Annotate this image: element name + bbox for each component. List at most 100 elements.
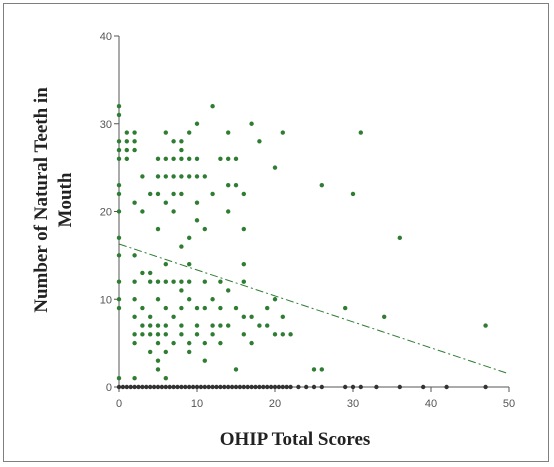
- data-point: [116, 235, 122, 241]
- data-point: [190, 384, 196, 390]
- data-point: [171, 314, 176, 319]
- data-point: [171, 384, 176, 390]
- data-point: [179, 191, 184, 197]
- data-point: [249, 121, 254, 126]
- data-point: [116, 139, 122, 144]
- data-point: [163, 261, 168, 267]
- data-point: [155, 358, 161, 363]
- data-point: [233, 384, 239, 390]
- data-point: [261, 384, 266, 390]
- data-point: [132, 314, 137, 319]
- data-point: [276, 384, 282, 390]
- data-point: [124, 156, 129, 162]
- data-point: [226, 209, 231, 214]
- data-point: [179, 147, 184, 153]
- data-point: [116, 209, 122, 214]
- data-point: [319, 367, 324, 372]
- data-point: [171, 191, 176, 197]
- data-point: [237, 384, 243, 390]
- data-point: [140, 305, 145, 311]
- data-point: [210, 384, 215, 390]
- data-point: [132, 200, 137, 205]
- data-point: [155, 174, 161, 179]
- data-point: [148, 279, 153, 284]
- data-point: [179, 279, 184, 284]
- data-point: [140, 384, 145, 390]
- data-point: [163, 200, 168, 205]
- data-point: [226, 130, 231, 135]
- data-point: [163, 384, 168, 390]
- data-point: [202, 384, 207, 390]
- data-point: [214, 384, 219, 390]
- data-point: [167, 384, 172, 390]
- data-point: [179, 332, 184, 337]
- data-point: [116, 279, 122, 284]
- data-point: [229, 384, 235, 390]
- data-point: [187, 174, 192, 179]
- data-point: [202, 358, 207, 363]
- y-tick-label: 30: [100, 119, 112, 131]
- data-point: [288, 332, 293, 337]
- data-point: [421, 384, 426, 390]
- data-point: [257, 139, 262, 144]
- data-point: [124, 130, 129, 135]
- y-axis-title-line-2: Mouth: [55, 172, 76, 227]
- data-point: [151, 384, 157, 390]
- data-point: [304, 384, 309, 390]
- data-point: [140, 174, 145, 179]
- data-point: [350, 384, 356, 390]
- data-point: [194, 156, 200, 162]
- data-point: [226, 384, 231, 390]
- data-point: [222, 384, 227, 390]
- data-point: [124, 139, 129, 144]
- data-point: [202, 279, 207, 284]
- data-point: [155, 297, 161, 302]
- data-point: [175, 384, 180, 390]
- data-point: [483, 323, 488, 328]
- data-point: [210, 297, 215, 302]
- data-point: [132, 279, 137, 284]
- data-point: [202, 305, 207, 311]
- data-point: [132, 130, 137, 135]
- data-point: [272, 332, 278, 337]
- data-point: [284, 384, 289, 390]
- points-group: [116, 104, 488, 390]
- data-point: [194, 121, 200, 126]
- data-point: [148, 349, 153, 355]
- data-point: [194, 200, 200, 205]
- data-point: [268, 384, 274, 390]
- data-point: [155, 226, 161, 232]
- data-point: [288, 384, 293, 390]
- data-point: [132, 147, 137, 153]
- data-point: [163, 130, 168, 135]
- data-point: [319, 384, 324, 390]
- data-point: [358, 130, 363, 135]
- data-point: [132, 376, 137, 381]
- data-point: [265, 384, 270, 390]
- y-tick-label: 20: [100, 207, 112, 219]
- data-point: [179, 244, 184, 249]
- axes: [118, 36, 509, 388]
- data-point: [187, 297, 192, 302]
- data-point: [155, 156, 161, 162]
- data-point: [140, 332, 145, 337]
- data-point: [218, 279, 223, 284]
- data-point: [144, 384, 149, 390]
- data-point: [311, 367, 317, 372]
- data-point: [183, 384, 188, 390]
- data-point: [241, 191, 246, 197]
- data-point: [226, 288, 231, 293]
- data-point: [171, 279, 176, 284]
- data-point: [311, 384, 317, 390]
- x-tick-label: 20: [269, 398, 281, 410]
- data-point: [241, 261, 246, 267]
- data-point: [179, 288, 184, 293]
- data-point: [179, 174, 184, 179]
- data-point: [163, 156, 168, 162]
- data-point: [233, 367, 239, 372]
- data-point: [187, 384, 192, 390]
- data-point: [253, 384, 258, 390]
- data-point: [272, 297, 278, 302]
- data-point: [202, 340, 207, 346]
